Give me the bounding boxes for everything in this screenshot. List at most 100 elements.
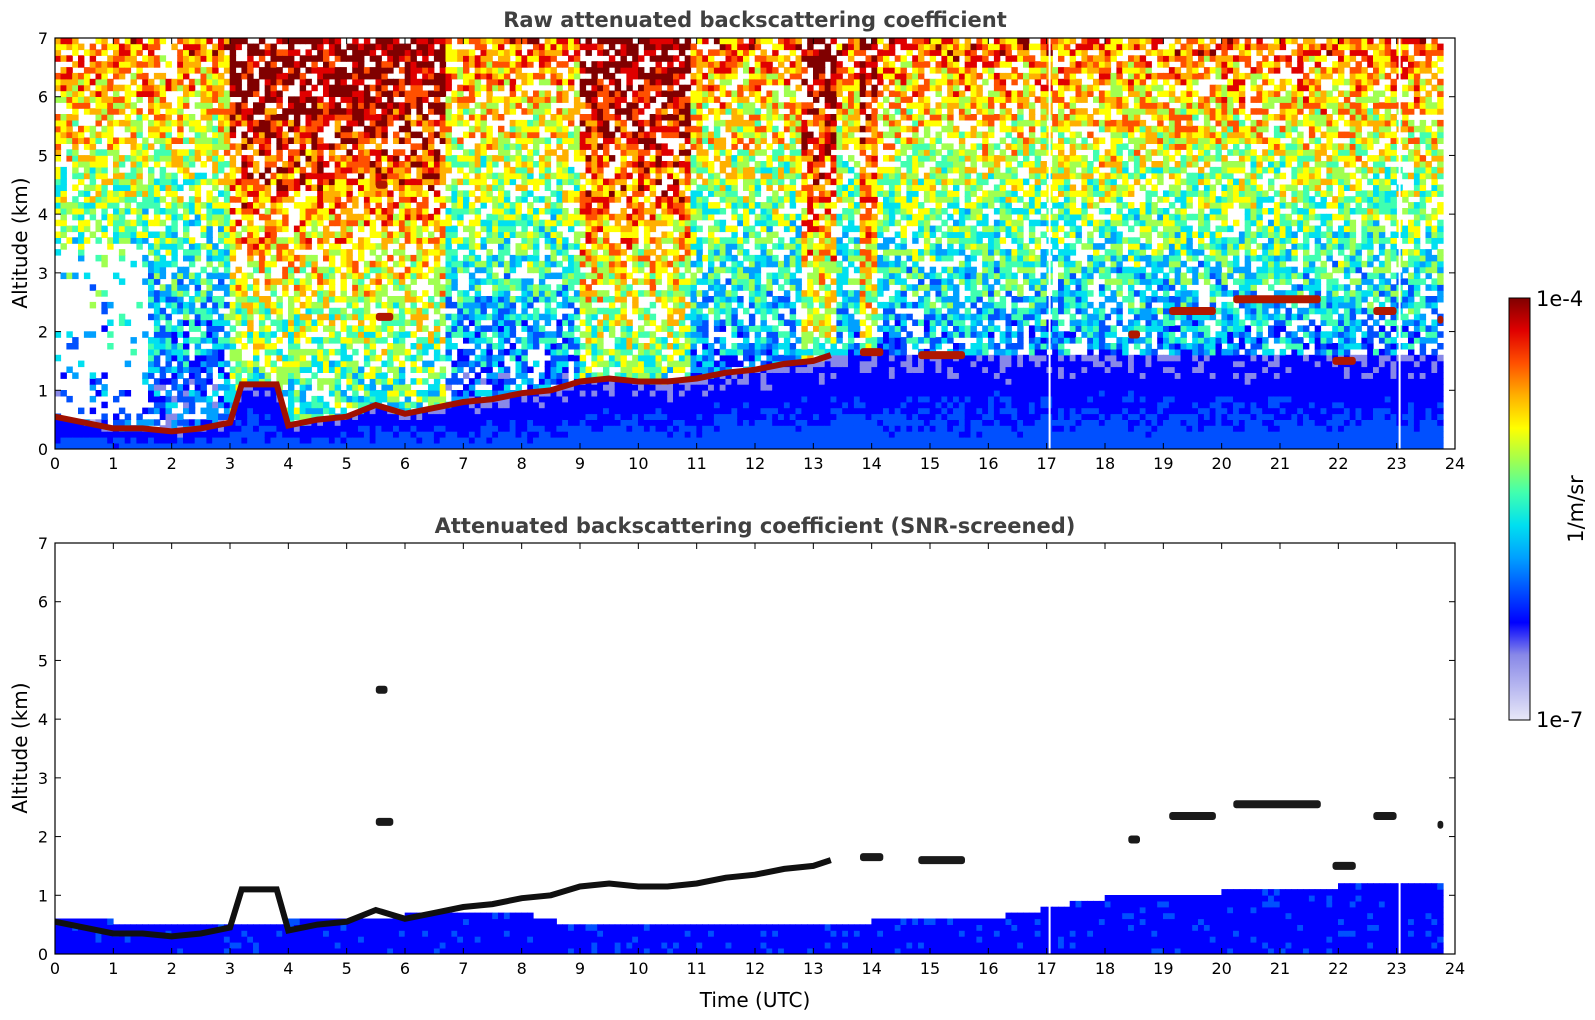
heatmap-cell xyxy=(183,161,190,168)
heatmap-cell xyxy=(538,378,546,385)
heatmap-cell xyxy=(603,149,610,156)
heatmap-cell xyxy=(393,384,400,391)
heatmap-cell xyxy=(206,119,213,127)
heatmap-cell xyxy=(393,413,400,420)
heatmap-cell xyxy=(608,360,616,368)
heatmap-cell xyxy=(492,343,499,350)
heatmap-cell xyxy=(393,249,400,256)
heatmap-cell xyxy=(533,49,540,56)
heatmap-cell xyxy=(130,137,137,144)
heatmap-cell xyxy=(95,161,102,168)
heatmap-cell xyxy=(515,61,522,68)
heatmap-cell xyxy=(585,119,592,127)
heatmap-cell xyxy=(480,131,487,139)
heatmap-cell xyxy=(533,90,540,97)
heatmap-cell xyxy=(346,43,353,51)
heatmap-cell xyxy=(428,38,435,45)
heatmap-cell xyxy=(358,102,365,109)
heatmap-cell xyxy=(118,96,126,103)
heatmap-cell xyxy=(101,38,108,45)
heatmap-cell xyxy=(603,390,610,397)
heatmap-cell xyxy=(276,149,283,156)
heatmap-cell xyxy=(416,213,423,221)
heatmap-cell xyxy=(311,196,318,203)
heatmap-cell xyxy=(317,202,324,209)
heatmap-cell xyxy=(509,301,517,309)
heatmap-cell xyxy=(229,425,237,432)
heatmap-cell xyxy=(148,96,155,103)
heatmap-cell xyxy=(247,395,254,403)
heatmap-cell xyxy=(445,243,452,250)
heatmap-cell xyxy=(142,90,149,97)
heatmap-cell xyxy=(369,343,377,350)
heatmap-cell xyxy=(410,78,417,86)
heatmap-cell xyxy=(235,301,242,309)
heatmap-cell xyxy=(603,190,610,197)
heatmap-cell xyxy=(538,119,546,127)
heatmap-cell xyxy=(340,419,347,426)
heatmap-cell xyxy=(527,72,534,80)
heatmap-cell xyxy=(253,354,260,362)
heatmap-cell xyxy=(101,254,108,262)
heatmap-cell xyxy=(556,125,563,133)
heatmap-cell xyxy=(206,272,213,280)
heatmap-cell xyxy=(55,38,62,45)
heatmap-cell xyxy=(410,208,417,215)
heatmap-cell xyxy=(597,395,604,403)
heatmap-cell xyxy=(498,137,505,144)
heatmap-cell xyxy=(305,296,312,303)
heatmap-cell xyxy=(258,296,266,303)
heatmap-cell xyxy=(253,348,260,356)
heatmap-cell xyxy=(130,166,137,174)
heatmap-cell xyxy=(515,442,522,449)
heatmap-cell xyxy=(317,149,324,156)
heatmap-cell xyxy=(328,90,336,97)
heatmap-cell xyxy=(188,319,196,326)
heatmap-cell xyxy=(229,208,237,215)
heatmap-cell xyxy=(498,284,505,291)
heatmap-cell xyxy=(358,55,365,62)
heatmap-cell xyxy=(328,313,336,321)
heatmap-cell xyxy=(328,102,336,109)
heatmap-cell xyxy=(428,301,435,309)
heatmap-cell xyxy=(573,61,581,68)
heatmap-cell xyxy=(556,38,563,45)
heatmap-cell xyxy=(299,290,307,297)
heatmap-cell xyxy=(498,278,505,285)
heatmap-cell xyxy=(369,290,377,297)
heatmap-cell xyxy=(317,319,324,326)
heatmap-cell xyxy=(451,390,458,397)
heatmap-cell xyxy=(258,49,266,56)
heatmap-cell xyxy=(480,413,487,420)
heatmap-cell xyxy=(159,55,167,62)
heatmap-cell xyxy=(416,67,423,74)
heatmap-cell xyxy=(60,55,67,62)
heatmap-cell xyxy=(498,384,505,391)
heatmap-cell xyxy=(282,425,289,432)
heatmap-cell xyxy=(533,442,540,449)
heatmap-cell xyxy=(422,442,429,449)
heatmap-cell xyxy=(153,102,161,109)
heatmap-cell xyxy=(428,390,435,397)
heatmap-cell xyxy=(439,284,447,291)
heatmap-cell xyxy=(591,266,598,274)
heatmap-cell xyxy=(375,437,382,444)
heatmap-cell xyxy=(328,190,336,197)
heatmap-cell xyxy=(468,225,476,233)
heatmap-cell xyxy=(533,254,540,262)
heatmap-cell xyxy=(83,272,91,280)
heatmap-cell xyxy=(124,437,132,444)
heatmap-cell xyxy=(550,172,557,180)
heatmap-cell xyxy=(468,331,476,338)
heatmap-cell xyxy=(422,313,429,321)
heatmap-cell xyxy=(165,131,172,139)
heatmap-cell xyxy=(556,366,563,373)
heatmap-cell xyxy=(556,360,563,368)
heatmap-cell xyxy=(381,84,388,92)
heatmap-cell xyxy=(433,425,441,432)
heatmap-cell xyxy=(381,372,388,379)
heatmap-cell xyxy=(393,395,400,403)
heatmap-cell xyxy=(573,272,581,280)
heatmap-cell xyxy=(148,407,155,415)
heatmap-cell xyxy=(515,202,522,209)
